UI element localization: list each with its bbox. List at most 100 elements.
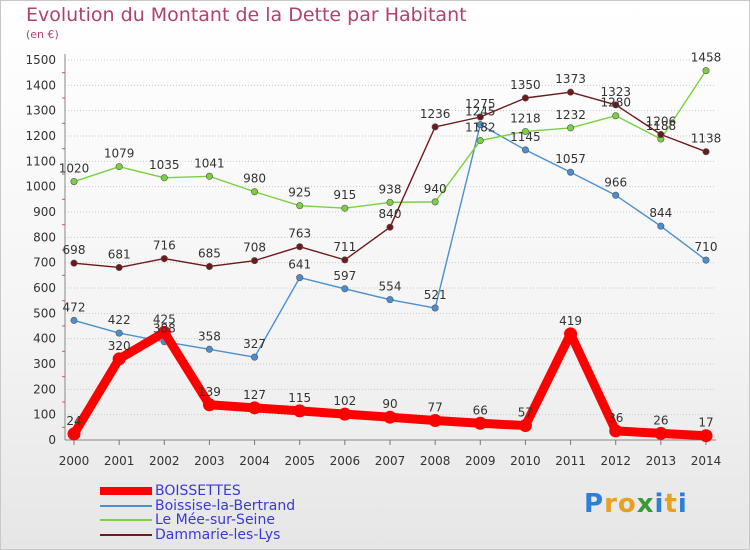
data-point <box>612 191 620 199</box>
data-label: 1145 <box>510 130 541 144</box>
legend-swatch <box>100 487 152 496</box>
data-point <box>564 327 578 341</box>
data-label: 1236 <box>420 107 451 121</box>
data-label: 66 <box>473 403 488 417</box>
x-tick-label: 2007 <box>375 454 406 468</box>
data-point <box>431 123 439 131</box>
data-point <box>431 198 439 206</box>
data-label: 388 <box>153 322 176 336</box>
data-point <box>657 130 665 138</box>
logo-letter: x <box>636 489 655 519</box>
data-label: 1079 <box>104 147 135 161</box>
data-label: 17 <box>698 416 713 430</box>
y-tick-label: 100 <box>33 408 56 422</box>
data-point <box>702 67 710 75</box>
data-point <box>205 262 213 270</box>
data-label: 1275 <box>465 97 496 111</box>
data-label: 844 <box>649 206 672 220</box>
y-tick-label: 600 <box>33 281 56 295</box>
x-tick-label: 2011 <box>555 454 586 468</box>
proxiti-logo: Proxiti <box>584 489 688 519</box>
data-point <box>70 178 78 186</box>
data-point <box>70 259 78 267</box>
data-point <box>157 325 171 339</box>
data-label: 320 <box>108 339 131 353</box>
y-tick-label: 1100 <box>25 154 56 168</box>
data-label: 1218 <box>510 111 541 125</box>
legend-swatch <box>100 519 152 522</box>
data-label: 422 <box>108 313 131 327</box>
data-label: 1323 <box>600 85 631 99</box>
data-point <box>296 202 304 210</box>
data-label: 940 <box>424 182 447 196</box>
y-tick-label: 700 <box>33 256 56 270</box>
data-point <box>431 304 439 312</box>
data-label: 425 <box>153 312 176 326</box>
y-tick-label: 500 <box>33 306 56 320</box>
data-label: 127 <box>243 388 266 402</box>
logo-letter: i <box>654 489 665 519</box>
data-label: 1232 <box>555 108 586 122</box>
data-label: 472 <box>63 300 86 314</box>
data-point <box>612 101 620 109</box>
y-tick-label: 1000 <box>25 180 56 194</box>
data-point <box>476 137 484 145</box>
data-label: 938 <box>379 182 402 196</box>
data-point <box>293 404 307 418</box>
legend-label: Boissise-la-Bertrand <box>155 497 296 514</box>
data-point <box>160 255 168 263</box>
data-point <box>521 94 529 102</box>
data-label: 711 <box>333 240 356 254</box>
data-label: 1373 <box>555 72 586 86</box>
data-point <box>699 429 713 443</box>
data-label: 327 <box>243 337 266 351</box>
data-label: 710 <box>695 240 718 254</box>
data-point <box>338 407 352 421</box>
chart-legend: BOISSETTES Boissise-la-Bertrand Le Mée-sur… <box>100 484 295 542</box>
data-label: 521 <box>424 288 447 302</box>
data-point <box>251 353 259 361</box>
series-boissettes <box>67 325 713 443</box>
data-label: 57 <box>518 406 533 420</box>
data-point <box>476 113 484 121</box>
legend-label: Dammarie-les-Lys <box>155 526 281 543</box>
legend-label: Le Mée-sur-Seine <box>155 512 275 528</box>
data-point <box>657 222 665 230</box>
series-boissise-la-bertrand <box>70 121 710 361</box>
series-dammarie-les-lys <box>70 88 710 271</box>
y-tick-label: 300 <box>33 357 56 371</box>
y-tick-label: 200 <box>33 382 56 396</box>
data-point <box>296 243 304 251</box>
data-point <box>386 223 394 231</box>
data-point <box>518 419 532 433</box>
data-label: 102 <box>333 394 356 408</box>
logo-letter: P <box>584 489 605 519</box>
x-tick-label: 2005 <box>284 454 315 468</box>
data-label: 1138 <box>691 132 722 146</box>
y-tick-label: 1400 <box>25 78 56 92</box>
data-label: 115 <box>288 391 311 405</box>
data-label: 139 <box>198 385 221 399</box>
data-label: 1188 <box>646 119 677 133</box>
data-point <box>115 263 123 271</box>
data-label: 554 <box>379 280 402 294</box>
data-point <box>115 163 123 171</box>
data-point <box>115 329 123 337</box>
data-label: 840 <box>379 207 402 221</box>
data-point <box>383 410 397 424</box>
data-label: 358 <box>198 329 221 343</box>
data-point <box>612 112 620 120</box>
y-tick-label: 1200 <box>25 129 56 143</box>
x-tick-label: 2014 <box>691 454 722 468</box>
data-label: 1245 <box>465 105 496 119</box>
x-tick-label: 2009 <box>465 454 496 468</box>
data-point <box>296 274 304 282</box>
data-point <box>341 204 349 212</box>
data-point <box>702 148 710 156</box>
logo-letter: t <box>664 489 678 519</box>
data-label: 716 <box>153 239 176 253</box>
x-tick-label: 2012 <box>600 454 631 468</box>
data-label: 1041 <box>194 156 225 170</box>
data-point <box>609 424 623 438</box>
data-label: 641 <box>288 258 311 272</box>
